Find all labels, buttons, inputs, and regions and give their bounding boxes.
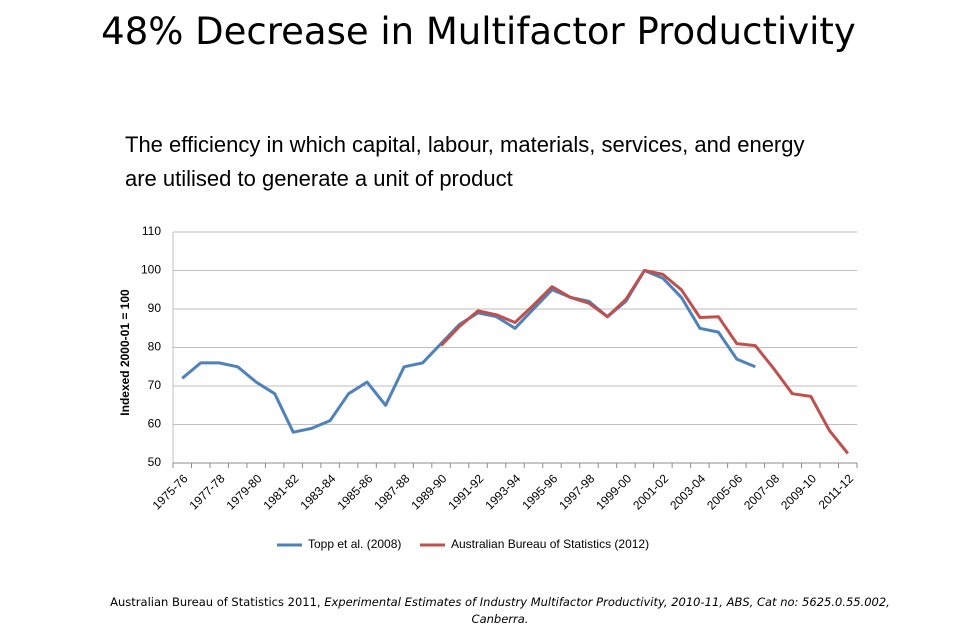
y-tick-label: 50: [148, 455, 162, 469]
x-tick-label: 1983-84: [297, 471, 338, 512]
x-tick-label: 1977-78: [187, 471, 228, 512]
x-tick-label: 1999-00: [593, 471, 634, 512]
x-tick-label: 1991-92: [445, 471, 486, 512]
x-tick-label: 1987-88: [371, 471, 412, 512]
x-tick-label: 1997-98: [556, 471, 597, 512]
x-tick-label: 2009-10: [778, 471, 819, 512]
x-tick-label: 1985-86: [334, 471, 375, 512]
subtitle-line: The efficiency in which capital, labour,…: [125, 132, 805, 157]
y-tick-label: 100: [141, 263, 161, 277]
x-tick-label: 2001-02: [630, 471, 671, 512]
x-tick-label: 2005-06: [704, 471, 745, 512]
x-tick-label: 1989-90: [408, 471, 449, 512]
series-line: [440, 269, 849, 455]
y-tick-label: 90: [148, 301, 162, 315]
y-tick-label: 80: [148, 340, 162, 354]
x-tick-label: 1979-80: [224, 471, 265, 512]
series-line: [181, 269, 756, 434]
y-axis-label: Indexed 2000-01 = 100: [118, 289, 132, 416]
legend-label: Australian Bureau of Statistics (2012): [451, 537, 649, 551]
x-tick-label: 1993-94: [482, 471, 523, 512]
y-tick-label: 60: [148, 417, 162, 431]
x-tick-label: 2011-12: [816, 471, 857, 512]
x-tick-label: 1981-82: [260, 471, 301, 512]
slide-title: 48% Decrease in Multifactor Productivity: [101, 10, 856, 53]
y-tick-label: 70: [148, 378, 162, 392]
source-plain: Australian Bureau of Statistics 2011,: [110, 595, 325, 609]
x-tick-label: 1975-76: [150, 471, 191, 512]
legend-label: Topp et al. (2008): [308, 537, 401, 551]
y-tick-label: 110: [142, 224, 161, 238]
x-tick-label: 1995-96: [519, 471, 560, 512]
x-tick-label: 2003-04: [667, 471, 708, 512]
source-italic: Experimental Estimates of Industry Multi…: [324, 595, 890, 626]
subtitle-line: are utilised to generate a unit of produ…: [125, 166, 513, 191]
x-tick-label: 2007-08: [741, 471, 782, 512]
source-note: Australian Bureau of Statistics 2011, Ex…: [80, 594, 920, 628]
